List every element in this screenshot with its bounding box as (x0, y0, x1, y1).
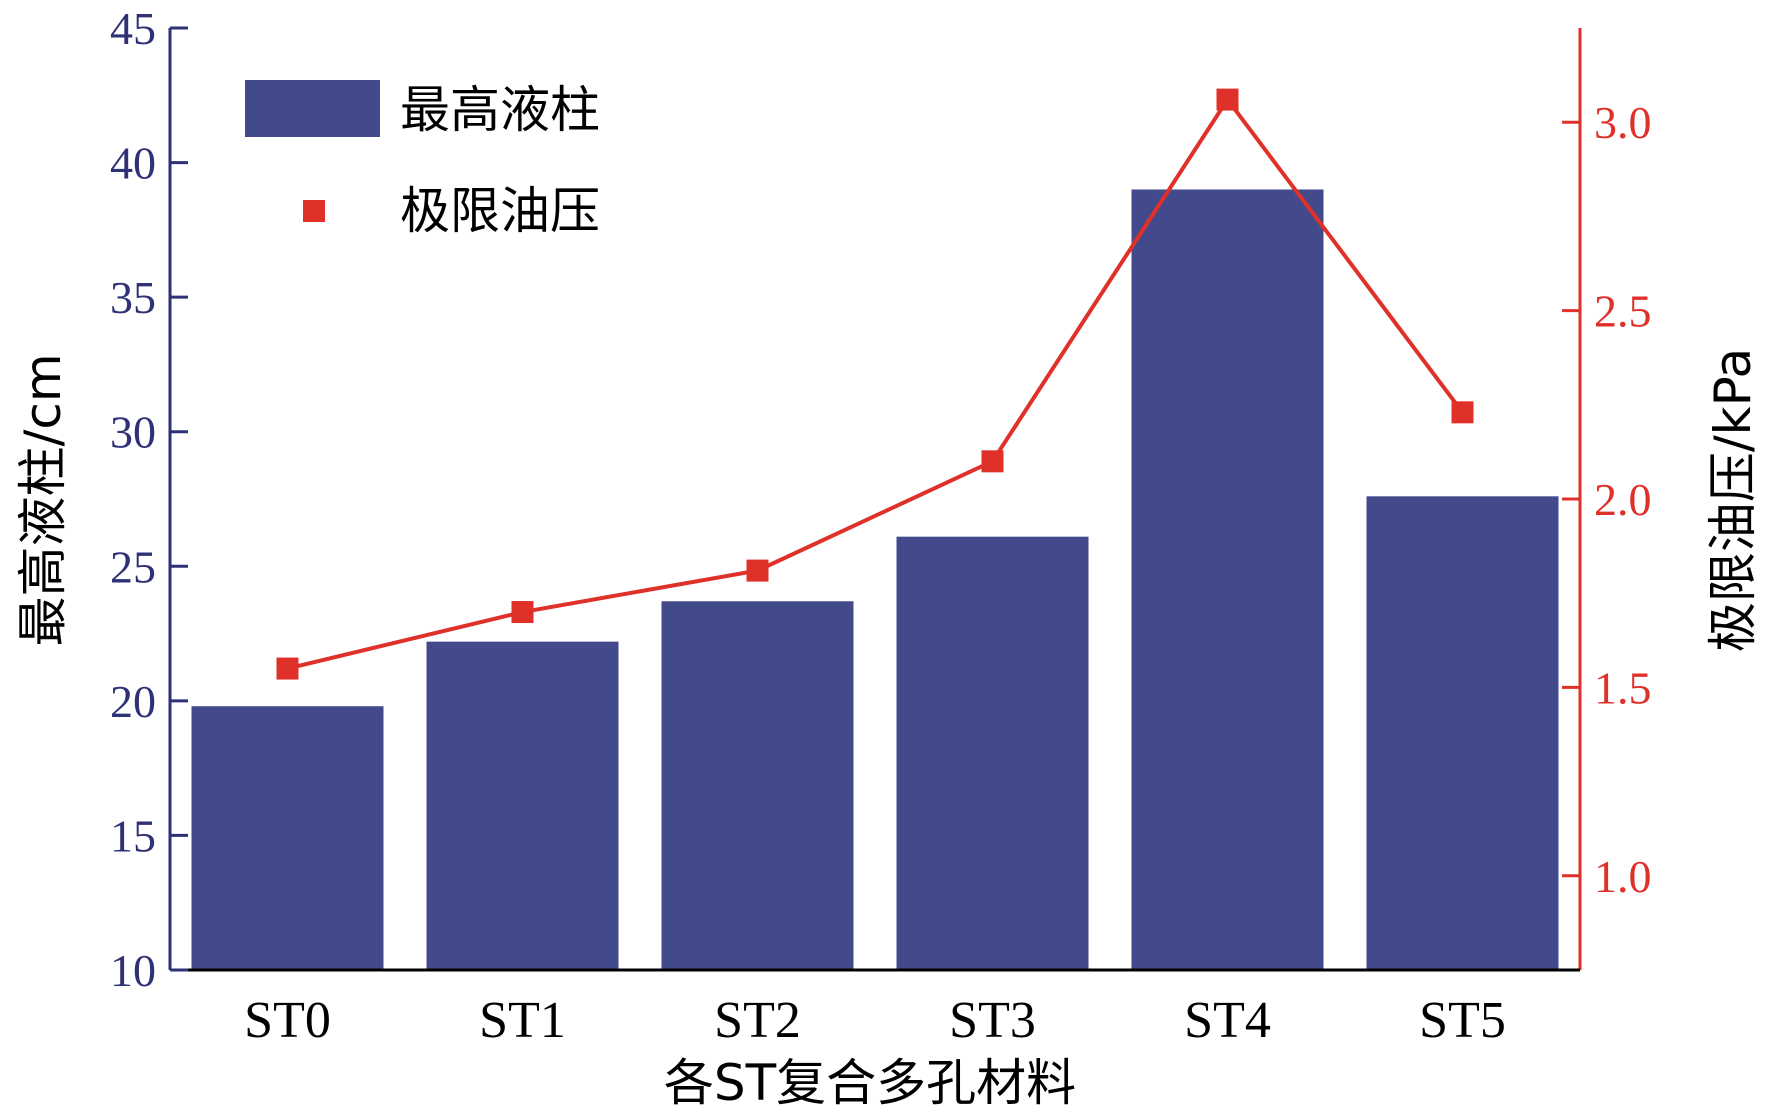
bar-ST4 (1131, 189, 1324, 970)
bar-ST0 (191, 706, 384, 970)
x-tick-label: ST1 (479, 992, 566, 1049)
bar-ST2 (661, 601, 854, 970)
x-tick-label: ST4 (1184, 992, 1271, 1049)
line-point-ST4 (1216, 88, 1239, 111)
right-tick-label: 2.0 (1594, 474, 1652, 525)
line-point-ST0 (276, 657, 299, 680)
bar-ST5 (1366, 496, 1559, 970)
legend-line-label: 极限油压 (400, 182, 600, 240)
x-tick-label: ST2 (714, 992, 801, 1049)
left-tick-label: 30 (110, 407, 156, 458)
left-tick-label: 15 (110, 810, 156, 861)
legend-bar-label: 最高液柱 (400, 81, 600, 139)
x-axis-title: 各ST复合多孔材料 (664, 1054, 1076, 1112)
left-tick-label: 35 (110, 272, 156, 323)
ticks-group: 10 15 20 25 30 35 40 45 1.0 1.5 2.0 2.5 3.0 ST0 ST1 ST2… (110, 3, 1652, 1049)
x-tick-label: ST0 (244, 992, 331, 1049)
x-tick-label: ST3 (949, 992, 1036, 1049)
line-point-ST1 (511, 601, 534, 624)
bar-ST3 (896, 536, 1089, 970)
left-axis-title: 最高液柱/cm (14, 353, 72, 646)
legend-line-marker (303, 200, 325, 222)
left-tick-label: 20 (110, 676, 156, 727)
right-tick-label: 3.0 (1594, 97, 1652, 148)
line-point-ST3 (981, 450, 1004, 473)
bar-ST1 (426, 641, 619, 970)
left-tick-label: 40 (110, 138, 156, 189)
right-axis-title: 极限油压/kPa (1704, 348, 1762, 652)
legend-bar-swatch (245, 80, 380, 137)
line-path (287, 96, 1465, 671)
line-series-group (276, 88, 1474, 680)
right-tick-label: 1.0 (1594, 851, 1652, 902)
right-tick-label: 1.5 (1594, 662, 1652, 713)
line-point-ST2 (746, 559, 769, 582)
legend: 最高液柱 极限油压 (245, 80, 600, 240)
left-tick-label: 45 (110, 3, 156, 54)
x-tick-label: ST5 (1419, 992, 1506, 1049)
left-tick-label: 10 (110, 945, 156, 996)
left-tick-label: 25 (110, 541, 156, 592)
right-tick-label: 2.5 (1594, 286, 1652, 337)
bars-group (191, 189, 1559, 970)
line-point-ST5 (1451, 401, 1474, 424)
